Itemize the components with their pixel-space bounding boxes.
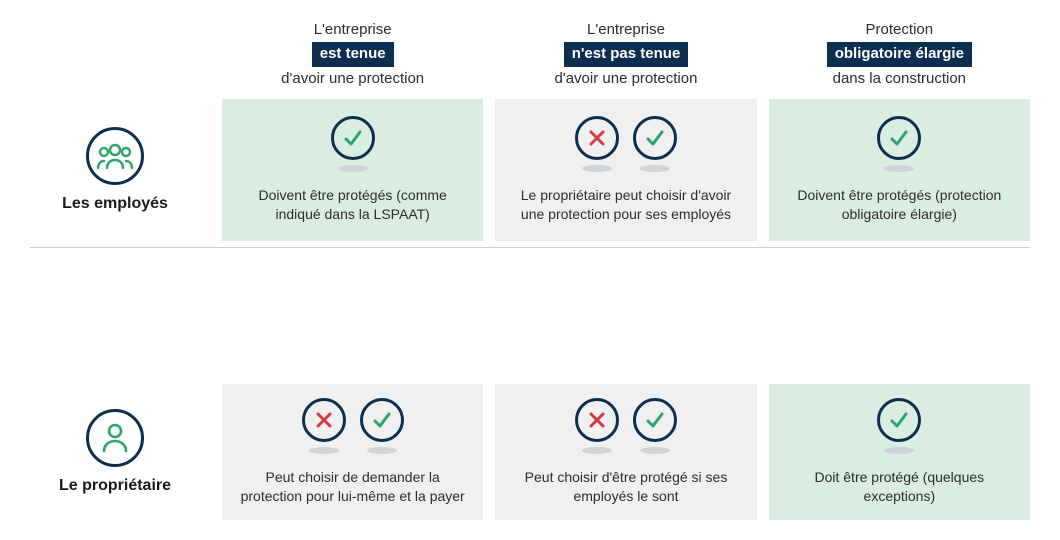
person-icon — [86, 409, 144, 467]
col-header-post: dans la construction — [833, 70, 966, 87]
spacer — [30, 20, 210, 99]
row-label-text: Le propriétaire — [59, 477, 171, 495]
cell-employees-1: Doivent être protégés (comme indiqué dan… — [222, 99, 483, 242]
row-label-employees: Les employés — [30, 99, 210, 242]
cell-text: Le propriétaire peut choisir d'avoir une… — [513, 186, 738, 224]
check-icon — [633, 116, 677, 160]
cross-icon — [302, 398, 346, 442]
col-header-1: L'entreprise est tenue d'avoir une prote… — [222, 20, 483, 99]
cell-text: Doivent être protégés (comme indiqué dan… — [240, 186, 465, 224]
people-icon — [86, 127, 144, 185]
check-icon — [633, 398, 677, 442]
col-header-post: d'avoir une protection — [281, 70, 424, 87]
cell-icons — [575, 398, 677, 454]
check-icon — [360, 398, 404, 442]
cell-icons — [575, 116, 677, 172]
cell-text: Peut choisir de demander la protection p… — [240, 468, 465, 506]
cell-employees-3: Doivent être protégés (protection obliga… — [769, 99, 1030, 242]
row-label-text: Les employés — [62, 195, 168, 213]
cross-icon — [575, 398, 619, 442]
cell-text: Peut choisir d'être protégé si ses emplo… — [513, 468, 738, 506]
col-header-highlight: obligatoire élargie — [827, 42, 972, 66]
cell-icons — [877, 116, 921, 172]
col-header-pre: L'entreprise — [314, 21, 392, 38]
cell-text: Doivent être protégés (protection obliga… — [787, 186, 1012, 224]
col-header-pre: L'entreprise — [587, 21, 665, 38]
row-label-owner: Le propriétaire — [30, 384, 210, 520]
cell-owner-1: Peut choisir de demander la protection p… — [222, 384, 483, 520]
cell-text: Doit être protégé (quelques exceptions) — [787, 468, 1012, 506]
cell-owner-2: Peut choisir d'être protégé si ses emplo… — [495, 384, 756, 520]
col-header-3: Protection obligatoire élargie dans la c… — [769, 20, 1030, 99]
col-header-highlight: est tenue — [312, 42, 394, 66]
cell-employees-2: Le propriétaire peut choisir d'avoir une… — [495, 99, 756, 242]
col-header-pre: Protection — [866, 21, 934, 38]
cell-icons — [877, 398, 921, 454]
check-icon — [877, 116, 921, 160]
col-header-2: L'entreprise n'est pas tenue d'avoir une… — [495, 20, 756, 99]
check-icon — [331, 116, 375, 160]
protection-matrix: L'entreprise est tenue d'avoir une prote… — [30, 20, 1030, 520]
cross-icon — [575, 116, 619, 160]
cell-icons — [302, 398, 404, 454]
row-divider — [30, 247, 1030, 248]
cell-icons — [331, 116, 375, 172]
col-header-post: d'avoir une protection — [555, 70, 698, 87]
cell-owner-3: Doit être protégé (quelques exceptions) — [769, 384, 1030, 520]
check-icon — [877, 398, 921, 442]
col-header-highlight: n'est pas tenue — [564, 42, 689, 66]
